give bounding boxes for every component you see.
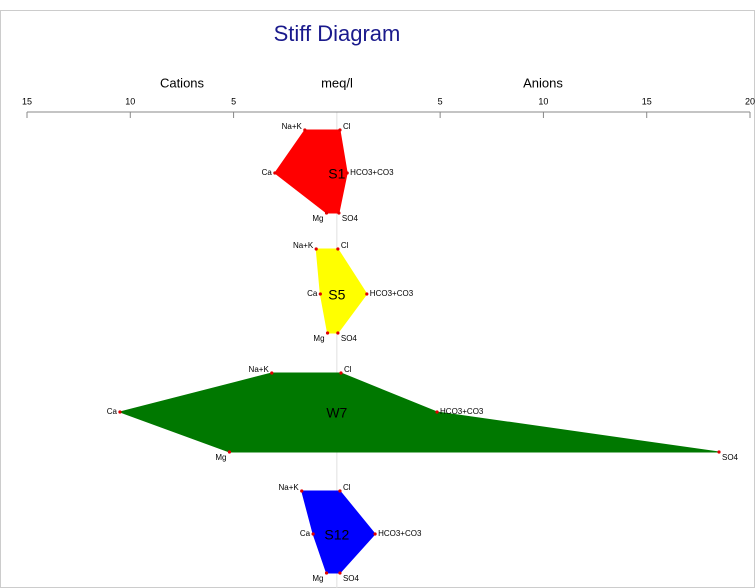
ion-label: SO4	[341, 334, 358, 343]
vertex-marker	[345, 171, 349, 175]
frame	[0, 10, 755, 588]
vertex-marker	[303, 128, 307, 132]
vertex-marker	[339, 371, 343, 375]
ion-label: Ca	[307, 289, 318, 298]
vertex-marker	[338, 489, 342, 493]
cations-label: Cations	[160, 75, 205, 90]
x-tick-label: 5	[438, 96, 443, 106]
vertex-marker	[325, 331, 330, 335]
vertex-marker	[324, 571, 329, 575]
sample-name: W7	[326, 405, 347, 421]
x-tick-label: 15	[642, 96, 652, 106]
vertex-marker	[118, 410, 122, 414]
vertex-marker	[318, 292, 322, 296]
chart-title: Stiff Diagram	[274, 21, 401, 46]
ion-label: HCO3+CO3	[350, 168, 394, 177]
vertex-marker	[717, 450, 721, 454]
vertex-marker	[227, 450, 232, 454]
sample-name: S5	[328, 287, 345, 303]
ion-label: Mg	[312, 214, 323, 223]
ion-label: Cl	[343, 122, 351, 131]
vertex-marker	[338, 128, 342, 132]
ion-label: Ca	[107, 407, 118, 416]
ion-label: Ca	[262, 168, 273, 177]
ion-label: Cl	[344, 365, 352, 374]
x-tick-label: 20	[745, 96, 755, 106]
vertex-marker	[435, 410, 439, 414]
ion-label: SO4	[342, 214, 359, 223]
vertex-marker	[365, 292, 369, 296]
vertex-marker	[373, 532, 377, 536]
vertex-marker	[300, 489, 304, 493]
ion-label: HCO3+CO3	[440, 407, 484, 416]
vertex-marker	[324, 211, 329, 215]
sample-name: S12	[324, 527, 349, 543]
sample-name: S1	[328, 166, 345, 182]
ion-label: Ca	[300, 529, 311, 538]
ion-label: Cl	[343, 483, 351, 492]
anions-label: Anions	[523, 75, 563, 90]
ion-label: Mg	[215, 453, 226, 462]
vertex-marker	[270, 371, 274, 375]
vertex-marker	[336, 331, 340, 335]
unit-label: meq/l	[321, 75, 353, 90]
ion-label: SO4	[722, 453, 739, 462]
x-tick-label: 15	[22, 96, 32, 106]
ion-label: Na+K	[279, 483, 300, 492]
x-tick-label: 5	[231, 96, 236, 106]
vertex-marker	[337, 211, 341, 215]
ion-label: SO4	[343, 574, 360, 583]
ion-label: Mg	[312, 574, 323, 583]
ion-label: Mg	[313, 334, 324, 343]
vertex-marker	[311, 532, 315, 536]
vertex-marker	[314, 247, 318, 251]
ion-label: Na+K	[249, 365, 270, 374]
vertex-marker	[338, 571, 342, 575]
ion-label: HCO3+CO3	[370, 289, 414, 298]
x-tick-label: 10	[125, 96, 135, 106]
vertex-marker	[336, 247, 340, 251]
ion-label: Na+K	[293, 241, 314, 250]
ion-label: HCO3+CO3	[378, 529, 422, 538]
x-tick-label: 10	[538, 96, 548, 106]
ion-label: Cl	[341, 241, 349, 250]
vertex-marker	[273, 171, 277, 175]
ion-label: Na+K	[282, 122, 303, 131]
